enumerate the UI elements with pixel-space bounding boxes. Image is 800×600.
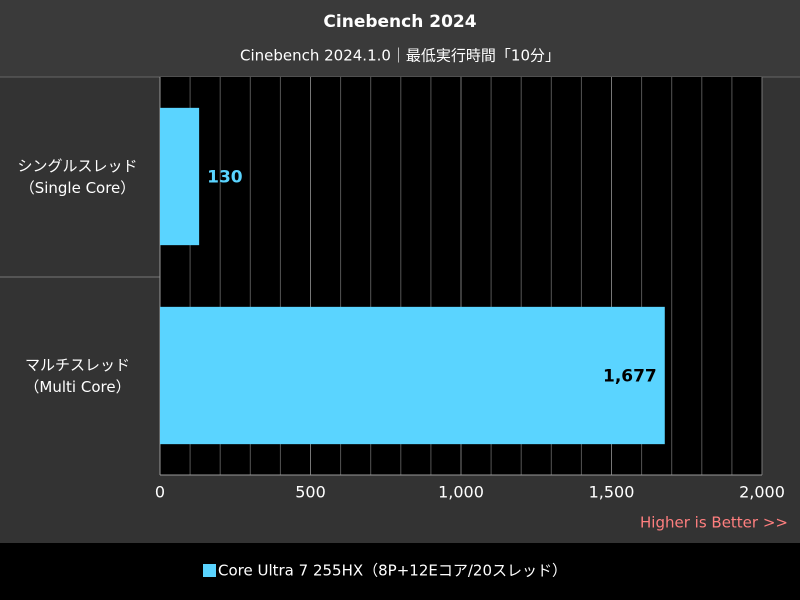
annotation: Higher is Better >> [640,514,788,532]
bar [160,107,200,246]
y-tick-label: マルチスレッド （Multi Core） [24,355,131,396]
bar [160,306,665,445]
legend-label: Core Ultra 7 255HX（8P+12Eコア/20スレッド） [218,562,567,580]
chart-subtitle: Cinebench 2024.1.0｜最低実行時間「10分」 [240,47,560,65]
x-tick-label: 1,500 [589,483,635,502]
legend-swatch [203,564,216,577]
x-tick-label: 1,000 [438,483,484,502]
x-tick-label: 2,000 [739,483,785,502]
legend-band [0,543,800,600]
chart-title: Cinebench 2024 [323,12,476,32]
x-tick-label: 500 [295,483,326,502]
value-label: 130 [207,168,243,188]
header-band [0,0,800,77]
y-tick-label: シングルスレッド （Single Core） [17,156,138,197]
value-label: 1,677 [603,367,657,387]
x-tick-label: 0 [155,483,165,502]
